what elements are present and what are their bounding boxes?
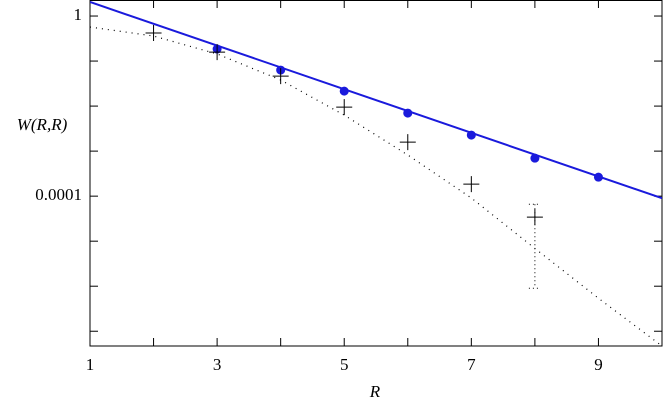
x-tick-label: 7 (467, 355, 476, 374)
cross-point (272, 68, 289, 85)
data-point (530, 153, 540, 163)
cross-point (399, 134, 416, 151)
y-tick-label: 1 (74, 5, 83, 24)
data-point (593, 172, 603, 182)
cross-point (145, 25, 162, 42)
fit-line (90, 1, 662, 200)
data-point (403, 108, 413, 118)
plot-frame (89, 0, 663, 347)
y-tick-label: 0.0001 (35, 185, 82, 204)
x-tick-label: 5 (340, 355, 349, 374)
data-point (466, 130, 476, 140)
data-point (339, 86, 349, 96)
x-axis-label: R (369, 382, 381, 401)
cross-point (336, 99, 353, 116)
y-axis-label: W(R,R) (17, 115, 68, 134)
x-tick-label: 3 (213, 355, 222, 374)
x-tick-label: 1 (86, 355, 95, 374)
cross-point (463, 176, 480, 193)
x-tick-label: 9 (594, 355, 603, 374)
dotted-curve (90, 26, 662, 346)
cross-point (209, 44, 226, 61)
